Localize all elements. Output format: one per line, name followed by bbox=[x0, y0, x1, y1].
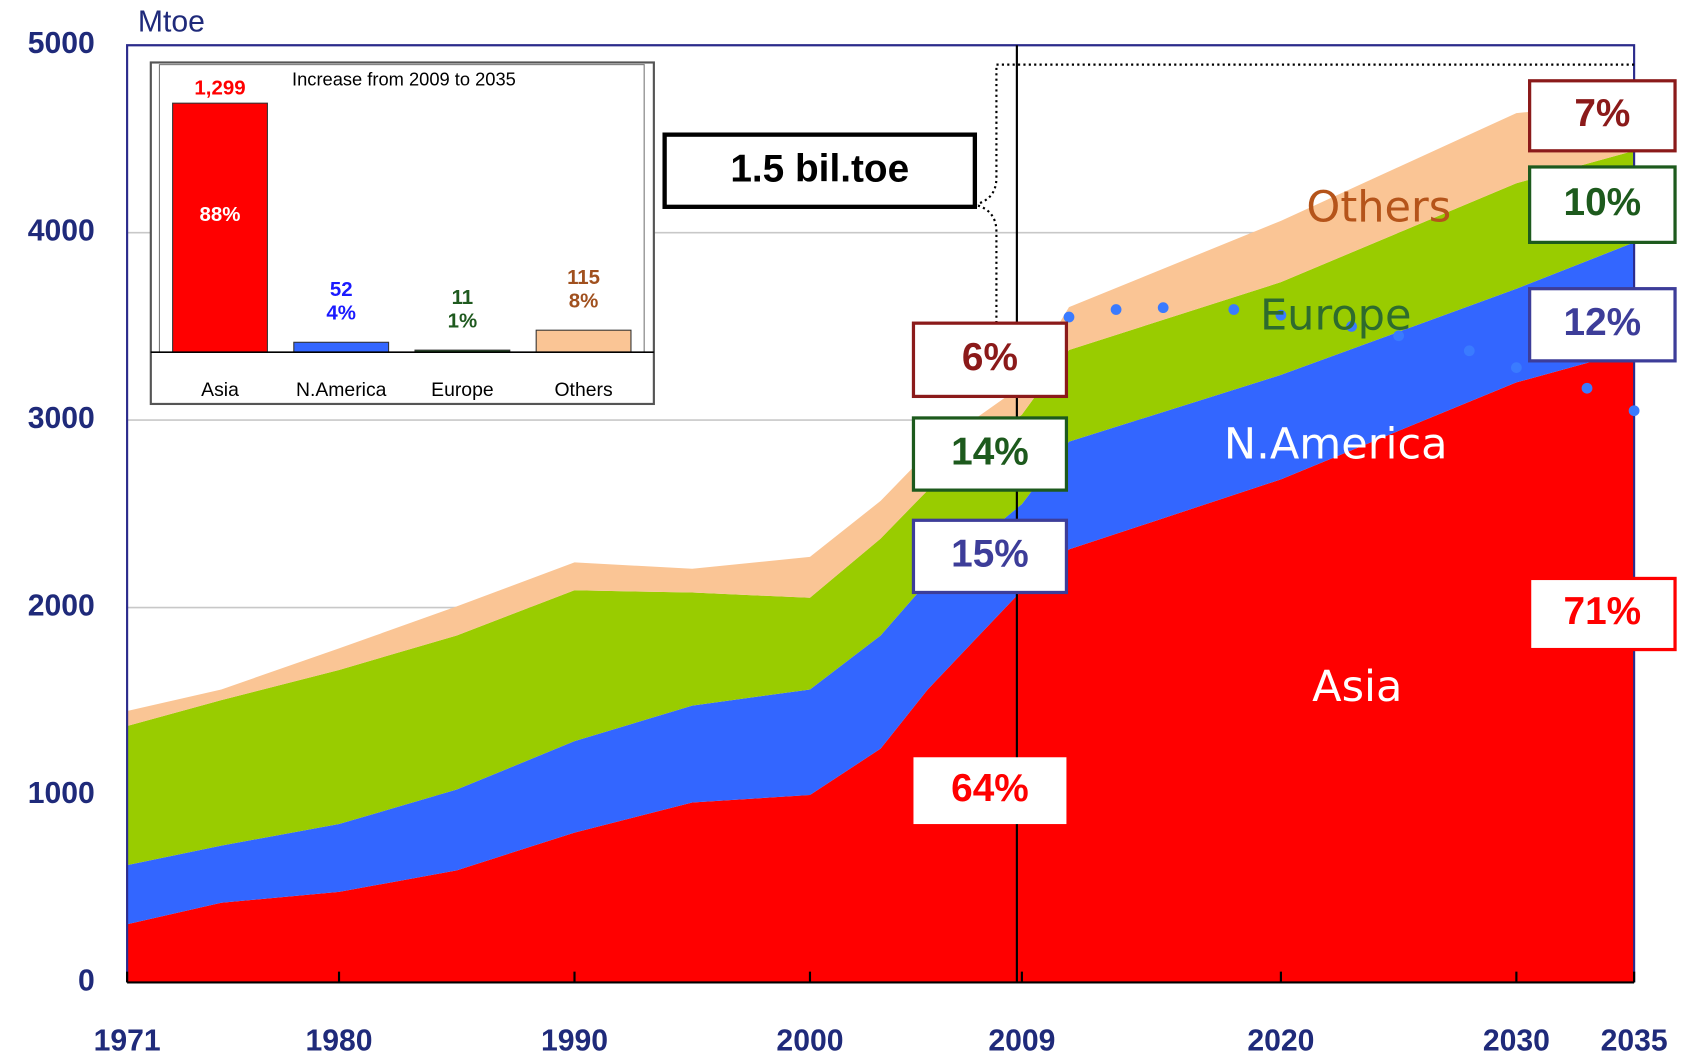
inset-category: N.America bbox=[296, 379, 387, 401]
x-tick-label: 2030 bbox=[1483, 1025, 1550, 1058]
dotted-point bbox=[1228, 304, 1240, 315]
share-label: 6% bbox=[962, 336, 1018, 379]
inset-value-label: 1,299 bbox=[194, 77, 245, 100]
inset-share-label: 1% bbox=[448, 310, 478, 333]
x-tick-label: 1980 bbox=[305, 1025, 372, 1058]
y-tick-label: 3000 bbox=[28, 402, 95, 435]
label-box bbox=[1528, 165, 1677, 244]
dotted-point bbox=[1393, 330, 1405, 342]
dotted-point bbox=[1581, 382, 1593, 394]
annotation-box bbox=[662, 132, 978, 209]
inset-value-label: 115 bbox=[567, 266, 600, 289]
x-tick-label: 1971 bbox=[94, 1025, 161, 1058]
inset-category: Europe bbox=[431, 379, 493, 401]
x-tick-label: 2000 bbox=[776, 1025, 843, 1058]
inset-bar bbox=[172, 102, 268, 353]
label-box bbox=[1528, 576, 1677, 652]
annotation: 1.5 bil.toe bbox=[730, 148, 909, 191]
label-box bbox=[913, 757, 1067, 825]
series-label: N.America bbox=[1224, 420, 1448, 470]
dotted-point bbox=[1110, 304, 1122, 315]
label-box bbox=[911, 416, 1069, 492]
dotted-point bbox=[1463, 345, 1475, 357]
inset-share-label: 8% bbox=[569, 290, 599, 313]
label-box bbox=[911, 518, 1069, 595]
y-tick-label: 4000 bbox=[28, 215, 95, 248]
area bbox=[127, 102, 1635, 726]
dotted-point bbox=[1346, 321, 1357, 332]
inset-title: Increase from 2009 to 2035 bbox=[292, 69, 516, 90]
share-label: 14% bbox=[951, 430, 1029, 473]
inset-category: Others bbox=[554, 379, 612, 401]
y-tick-label: 5000 bbox=[28, 27, 95, 60]
inset-value-label: 52 bbox=[330, 278, 353, 301]
share-label: 15% bbox=[951, 533, 1029, 576]
y-tick-label: 1000 bbox=[28, 777, 95, 810]
area bbox=[127, 150, 1635, 866]
dotted-point bbox=[1275, 309, 1287, 321]
label-box bbox=[1528, 79, 1677, 153]
inset-bar bbox=[293, 341, 390, 353]
label-box bbox=[911, 321, 1069, 399]
y-tick-label: 2000 bbox=[28, 590, 95, 623]
y-tick-label: 0 bbox=[78, 964, 95, 997]
x-tick-label: 2009 bbox=[988, 1025, 1055, 1058]
area bbox=[127, 242, 1635, 925]
chart-area: Mtoe 0 1000 2000 3000 4000 5000 1971 1980 1990 20… bbox=[28, 6, 1677, 1058]
share-label: 71% bbox=[1564, 590, 1642, 633]
inset-category: Asia bbox=[201, 379, 239, 401]
dotted-point bbox=[1628, 405, 1640, 417]
plot-frame bbox=[126, 44, 1636, 983]
y-axis-label: Mtoe bbox=[138, 6, 205, 39]
dotted-point bbox=[1063, 311, 1075, 323]
bracket bbox=[974, 63, 1635, 324]
area bbox=[127, 350, 1635, 983]
series-label: Others bbox=[1306, 183, 1451, 233]
share-label: 12% bbox=[1564, 301, 1642, 344]
inset-share-label: 4% bbox=[326, 302, 356, 325]
series-label: Asia bbox=[1312, 662, 1402, 712]
share-label: 64% bbox=[951, 767, 1029, 810]
dotted-point bbox=[1157, 302, 1169, 314]
x-tick-label: 2020 bbox=[1247, 1025, 1314, 1058]
series-label: Europe bbox=[1260, 290, 1412, 340]
share-label: 10% bbox=[1564, 181, 1642, 224]
inset-value-label: 11 bbox=[452, 286, 474, 309]
inset-bar bbox=[535, 329, 632, 353]
inset-share-label: 88% bbox=[200, 203, 241, 226]
x-tick-label: 1990 bbox=[541, 1025, 608, 1058]
label-box bbox=[1528, 287, 1677, 363]
x-tick-label: 2035 bbox=[1601, 1025, 1668, 1058]
share-label: 7% bbox=[1574, 92, 1630, 135]
dotted-point bbox=[1510, 362, 1522, 374]
